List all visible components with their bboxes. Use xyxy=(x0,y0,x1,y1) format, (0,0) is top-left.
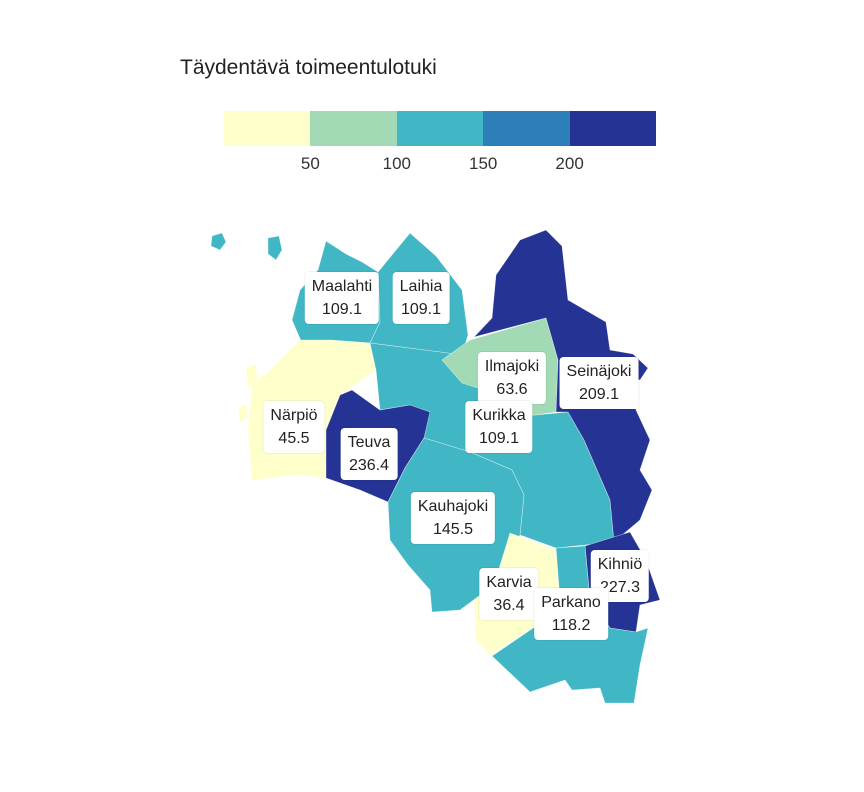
label-parkano: Parkano 118.2 xyxy=(534,588,608,640)
map-title: Täydentävä toimeentulotuki xyxy=(180,56,437,79)
legend-tick-150: 150 xyxy=(469,154,498,173)
label-kauhajoki: Kauhajoki 145.5 xyxy=(410,492,496,544)
region-narpio-island-1[interactable] xyxy=(237,403,249,423)
label-karvia: Karvia 36.4 xyxy=(479,568,539,620)
legend-tick-100: 100 xyxy=(382,154,411,173)
region-maalahti-island-1[interactable] xyxy=(210,232,227,251)
legend-swatch-5 xyxy=(569,111,656,146)
legend-swatch-4 xyxy=(483,111,570,146)
label-narpio: Närpiö 45.5 xyxy=(263,401,325,453)
label-laihia: Laihia 109.1 xyxy=(392,272,450,324)
legend-swatch-2 xyxy=(310,111,397,146)
label-kurikka: Kurikka 109.1 xyxy=(465,401,533,453)
region-maalahti-island-2[interactable] xyxy=(267,235,283,261)
legend-tick-200: 200 xyxy=(555,154,584,173)
legend-swatch-3 xyxy=(396,111,484,146)
label-ilmajoki: Ilmajoki 63.6 xyxy=(477,352,547,404)
label-maalahti: Maalahti 109.1 xyxy=(304,272,380,324)
label-seinajoki: Seinäjoki 209.1 xyxy=(559,357,639,409)
label-kihnio: Kihniö 227.3 xyxy=(590,550,650,602)
color-legend: 50 100 150 200 xyxy=(224,111,656,181)
label-teuva: Teuva 236.4 xyxy=(340,428,398,480)
legend-tick-50: 50 xyxy=(300,154,320,173)
legend-swatch-1 xyxy=(224,111,311,146)
